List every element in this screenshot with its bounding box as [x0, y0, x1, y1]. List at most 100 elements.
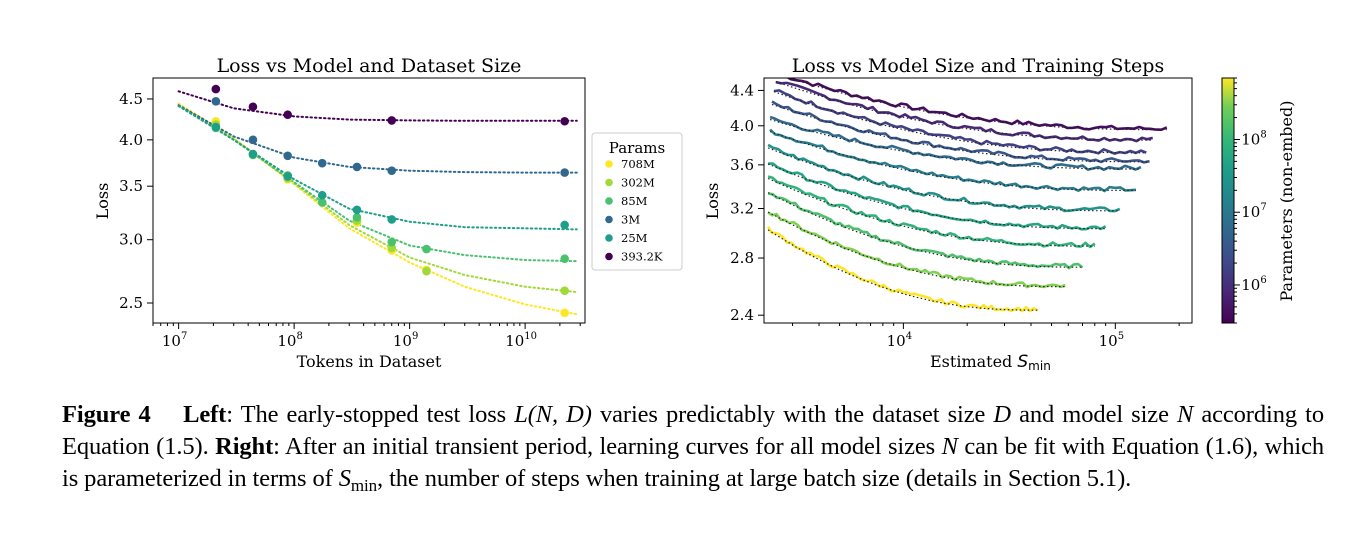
right-curve-line	[767, 143, 1121, 213]
left-fit-line	[177, 102, 578, 316]
left-fit-line	[177, 90, 578, 122]
left-data-point	[560, 220, 569, 230]
left-fit-line	[177, 104, 578, 174]
left-data-point	[387, 116, 397, 125]
right-xtick-label-base: 10	[1099, 332, 1118, 350]
right-fit-line	[767, 177, 1095, 247]
left-xtick-label-exp: 7	[181, 331, 187, 342]
colorbar-tick-label-base: 10	[1241, 203, 1260, 221]
caption-left-math-1: L(N, D)	[514, 401, 592, 428]
right-fit-line	[771, 103, 1150, 163]
right-xlabel-text: Estimated	[930, 352, 1017, 371]
left-data-point	[352, 162, 362, 172]
legend-label: 85M	[621, 194, 648, 208]
left-xtick-label: 107	[162, 331, 187, 350]
legend-box	[591, 132, 683, 271]
caption-left-math-2: D	[993, 401, 1012, 428]
left-xtick-label-exp: 8	[296, 331, 302, 342]
left-data-point	[560, 168, 569, 177]
right-fit-line	[769, 118, 1141, 170]
right-curve-line	[766, 226, 1039, 313]
left-data-point	[211, 96, 221, 106]
left-data-point	[317, 190, 327, 200]
right-xtick-label-exp: 4	[906, 331, 912, 342]
left-fit-line	[177, 105, 578, 231]
legend-label: 708M	[621, 157, 655, 171]
right-ytick-label: 4.0	[730, 117, 754, 135]
left-chart-frame	[152, 77, 586, 324]
legend-label: 393.2K	[621, 250, 663, 264]
right-ytick-label: 3.6	[730, 156, 754, 174]
caption-right-text-1: : After an initial transient period, lea…	[273, 433, 942, 460]
caption-left-text-2: varies predictably with the dataset size	[591, 401, 994, 428]
left-data-point	[387, 215, 397, 224]
colorbar-tick-label-base: 10	[1241, 130, 1260, 148]
legend-label: 302M	[621, 176, 655, 190]
caption-right-text-2: can be fit with Equation (1.6), which is…	[62, 433, 1325, 492]
colorbar-gradient	[1221, 77, 1235, 324]
left-ytick-label: 3.5	[119, 177, 143, 195]
right-ytick-label: 2.4	[730, 306, 754, 324]
left-data-point	[387, 237, 397, 247]
left-data-point	[248, 149, 258, 159]
caption-right-math-2-sub: min	[350, 476, 378, 495]
figure-caption: Figure 4 Left: The early-stopped test lo…	[62, 399, 1324, 502]
left-data-point	[422, 244, 431, 254]
right-ytick-label: 2.8	[730, 249, 754, 267]
left-xtick-label-base: 10	[505, 332, 524, 350]
right-curve-line	[767, 175, 1096, 249]
left-data-point	[283, 110, 293, 120]
left-ytick-label: 4.5	[119, 90, 143, 108]
legend-marker	[605, 197, 613, 205]
colorbar-label: Parameters (non-embed)	[1277, 101, 1296, 302]
colorbar-tick-label: 107	[1241, 202, 1266, 221]
left-chart-legend: Params 708M 302M 85M 3M 25M 393.2K	[591, 132, 683, 271]
right-xtick-label-exp: 5	[1118, 331, 1124, 342]
right-curve-line	[771, 100, 1150, 164]
caption-fig-label: Figure 4	[62, 401, 151, 428]
left-chart-xlabel: Tokens in Dataset	[297, 352, 442, 371]
right-fit-line	[767, 192, 1083, 268]
left-data-point	[387, 166, 397, 175]
left-xtick-label-exp: 9	[412, 331, 418, 342]
caption-left-text-3: and model size	[1011, 401, 1177, 428]
left-xtick-label-base: 10	[162, 332, 181, 350]
left-xtick-label-base: 10	[277, 332, 296, 350]
left-xtick-label-base: 10	[393, 332, 412, 350]
right-fit-line	[767, 163, 1106, 230]
caption-left-math-3: N	[1176, 401, 1194, 428]
right-chart-title: Loss vs Model Size and Training Steps	[792, 55, 1164, 77]
left-fit-line	[177, 105, 578, 263]
left-data-point	[560, 286, 569, 296]
caption-left-label: Left	[183, 401, 227, 428]
caption-right-label: Right	[215, 433, 274, 460]
left-data-point	[352, 213, 362, 222]
right-fit-line	[769, 131, 1136, 191]
right-ytick-label: 3.2	[730, 200, 754, 218]
legend-marker	[605, 215, 613, 224]
colorbar-tick-label-base: 10	[1241, 276, 1260, 294]
right-ytick-label: 4.4	[730, 81, 754, 99]
left-data-point	[352, 205, 362, 215]
right-curve-line	[773, 89, 1147, 155]
left-data-point	[317, 158, 327, 168]
right-fit-line	[775, 81, 1153, 141]
left-xtick-label: 1010	[505, 331, 537, 350]
legend-title: Params	[609, 139, 665, 157]
left-data-point	[317, 198, 327, 207]
legend-marker	[605, 234, 613, 242]
caption-right-math-2: S	[338, 465, 351, 492]
left-data-point	[560, 254, 569, 264]
left-fit-line	[177, 104, 578, 294]
caption-right-text-3: , the number of steps when training at l…	[377, 465, 1132, 492]
left-chart: Loss vs Model and Dataset Size 107 108 109…	[93, 55, 683, 371]
colorbar-tick-label-exp: 7	[1260, 202, 1266, 213]
legend-marker	[605, 160, 613, 168]
left-data-point	[560, 116, 569, 126]
right-fit-line	[773, 90, 1147, 154]
right-xlabel-math: S	[1017, 352, 1028, 372]
left-ytick-label: 2.5	[119, 294, 143, 312]
